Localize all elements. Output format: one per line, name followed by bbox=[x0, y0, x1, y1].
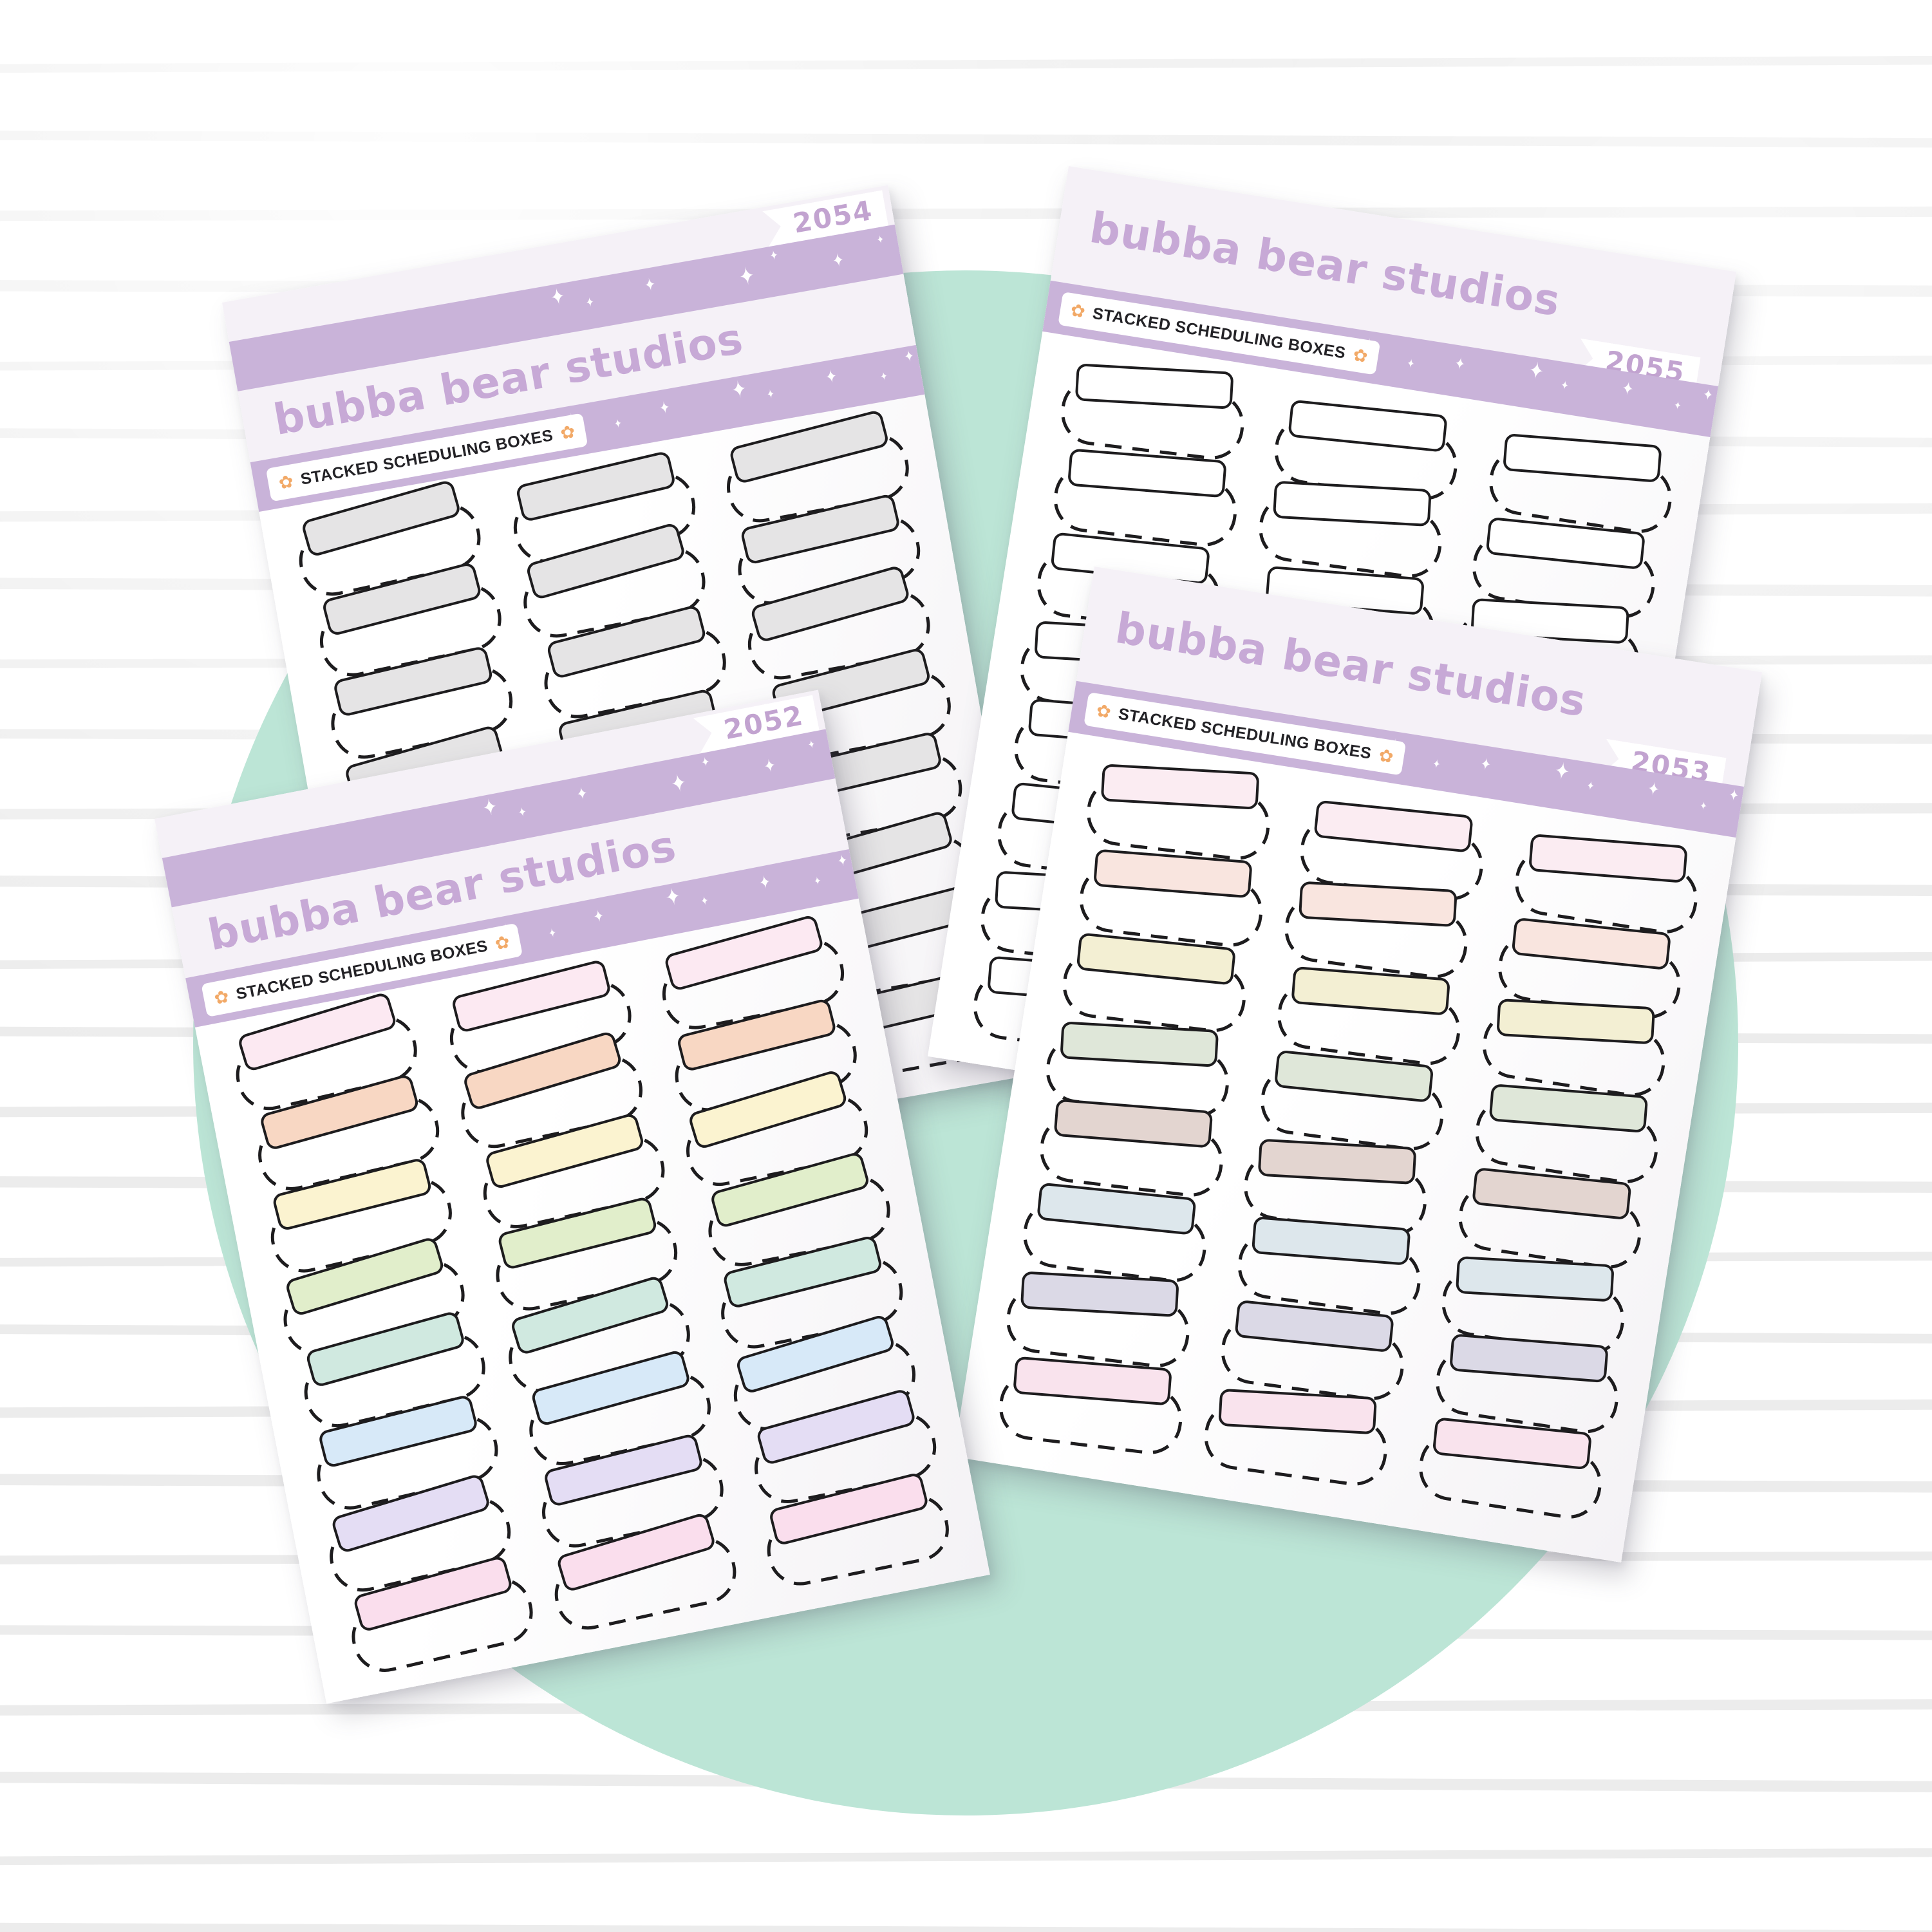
scheduling-box-sticker bbox=[1430, 1326, 1626, 1442]
scheduling-box-sticker bbox=[1414, 1411, 1609, 1528]
scheduling-box-sticker bbox=[1232, 1208, 1428, 1325]
scheduling-box-sticker bbox=[758, 1471, 955, 1595]
scheduling-box-sticker bbox=[1253, 471, 1449, 588]
scheduling-box-sticker bbox=[1279, 872, 1475, 988]
scheduling-box-sticker bbox=[1058, 926, 1253, 1043]
sticker-sheet-2052: 2052 ✦ ✦ ✦ ✦ ✦ ✦ ✦ bubba bear studios ✿ STACKE… bbox=[155, 689, 990, 1704]
sticker-grid bbox=[155, 690, 990, 1704]
scheduling-box-sticker bbox=[1272, 959, 1468, 1075]
scheduling-box-sticker bbox=[1001, 1261, 1197, 1378]
scheduling-box-sticker bbox=[1453, 1161, 1649, 1277]
scheduling-box-sticker bbox=[1049, 440, 1244, 557]
scheduling-box-sticker bbox=[1215, 1293, 1411, 1410]
sticker-sheet-2053: bubba bear studios 2053 ✿ STACKED SCHEDU… bbox=[953, 567, 1763, 1563]
scheduling-box-sticker bbox=[1018, 1176, 1214, 1293]
scheduling-box-sticker bbox=[1082, 754, 1277, 870]
scheduling-box-sticker bbox=[1199, 1379, 1394, 1496]
scheduling-box-sticker bbox=[1035, 1091, 1230, 1207]
scheduling-box-sticker bbox=[1056, 353, 1252, 470]
scheduling-box-sticker bbox=[1074, 841, 1270, 957]
scheduling-box-sticker bbox=[1484, 426, 1680, 542]
scheduling-box-sticker bbox=[545, 1511, 743, 1638]
scheduling-box-sticker bbox=[342, 1554, 540, 1679]
scheduling-box-sticker bbox=[1510, 826, 1705, 943]
scheduling-box-sticker bbox=[994, 1348, 1190, 1465]
scheduling-box-sticker bbox=[1470, 1076, 1665, 1192]
scheduling-box-sticker bbox=[1255, 1044, 1451, 1160]
scheduling-box-sticker bbox=[1477, 989, 1673, 1105]
sticker-grid bbox=[953, 567, 1762, 1562]
